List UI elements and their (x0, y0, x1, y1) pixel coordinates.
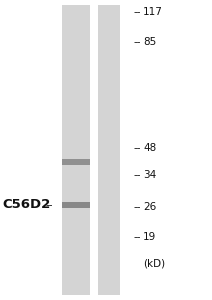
Text: --: -- (134, 7, 141, 17)
Bar (62, 202, 90, 208)
Text: (kD): (kD) (143, 258, 165, 268)
Text: --: -- (46, 200, 53, 210)
Text: 34: 34 (143, 170, 156, 180)
Bar (62, 159, 90, 165)
Text: --: -- (134, 202, 141, 212)
Text: --: -- (134, 143, 141, 153)
Text: 117: 117 (143, 7, 163, 17)
Text: 26: 26 (143, 202, 156, 212)
Text: --: -- (134, 37, 141, 47)
Text: --: -- (134, 170, 141, 180)
Text: 85: 85 (143, 37, 156, 47)
Bar (98, 5, 120, 295)
Bar (62, 5, 90, 295)
Text: --: -- (134, 232, 141, 242)
Text: 19: 19 (143, 232, 156, 242)
Text: C56D2: C56D2 (2, 199, 50, 212)
Text: 48: 48 (143, 143, 156, 153)
